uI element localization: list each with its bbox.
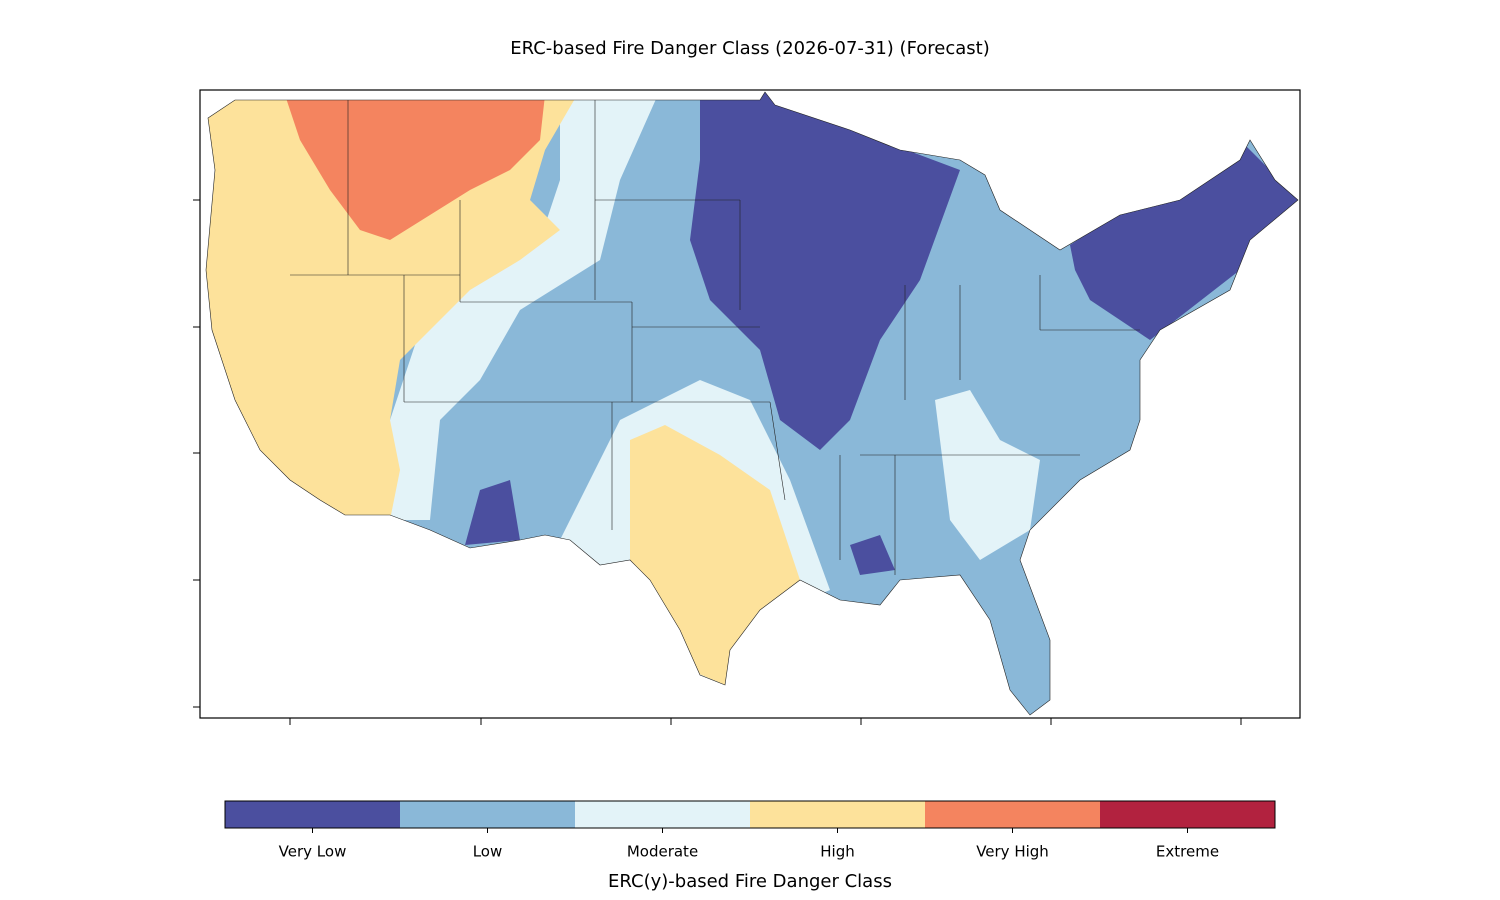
colorbar-swatch — [575, 801, 750, 828]
colorbar-tick-label: Very Low — [279, 843, 347, 861]
colorbar-swatch — [750, 801, 925, 828]
map-title: ERC-based Fire Danger Class (2026-07-31)… — [510, 38, 990, 59]
region — [465, 480, 520, 545]
frame-ticks — [193, 199, 1242, 725]
region — [285, 95, 545, 240]
colorbar-tick-label: High — [820, 843, 854, 861]
colorbar-tick-label: Moderate — [627, 843, 698, 861]
colorbar-tick-label: Extreme — [1156, 843, 1219, 861]
region — [935, 390, 1040, 560]
colorbar-swatch — [1100, 801, 1275, 828]
map-frame — [199, 89, 1301, 719]
colorbar-swatch — [400, 801, 575, 828]
region — [206, 92, 580, 520]
map-outline — [205, 91, 1299, 716]
colorbar: Very Low Low Moderate High Very High Extreme — [224, 800, 1276, 861]
colorbar-tick-label: Very High — [976, 843, 1049, 861]
colorbar-swatch — [225, 801, 400, 828]
region — [390, 92, 660, 520]
colorbar-label: ERC(y)-based Fire Danger Class — [608, 871, 892, 892]
region — [690, 92, 960, 450]
region — [1070, 140, 1298, 340]
colorbar-swatch — [925, 801, 1100, 828]
region — [850, 535, 895, 575]
state-borders — [290, 100, 1140, 575]
colorbar-tick-label: Low — [473, 843, 503, 861]
colorbar-frame — [224, 800, 1276, 829]
